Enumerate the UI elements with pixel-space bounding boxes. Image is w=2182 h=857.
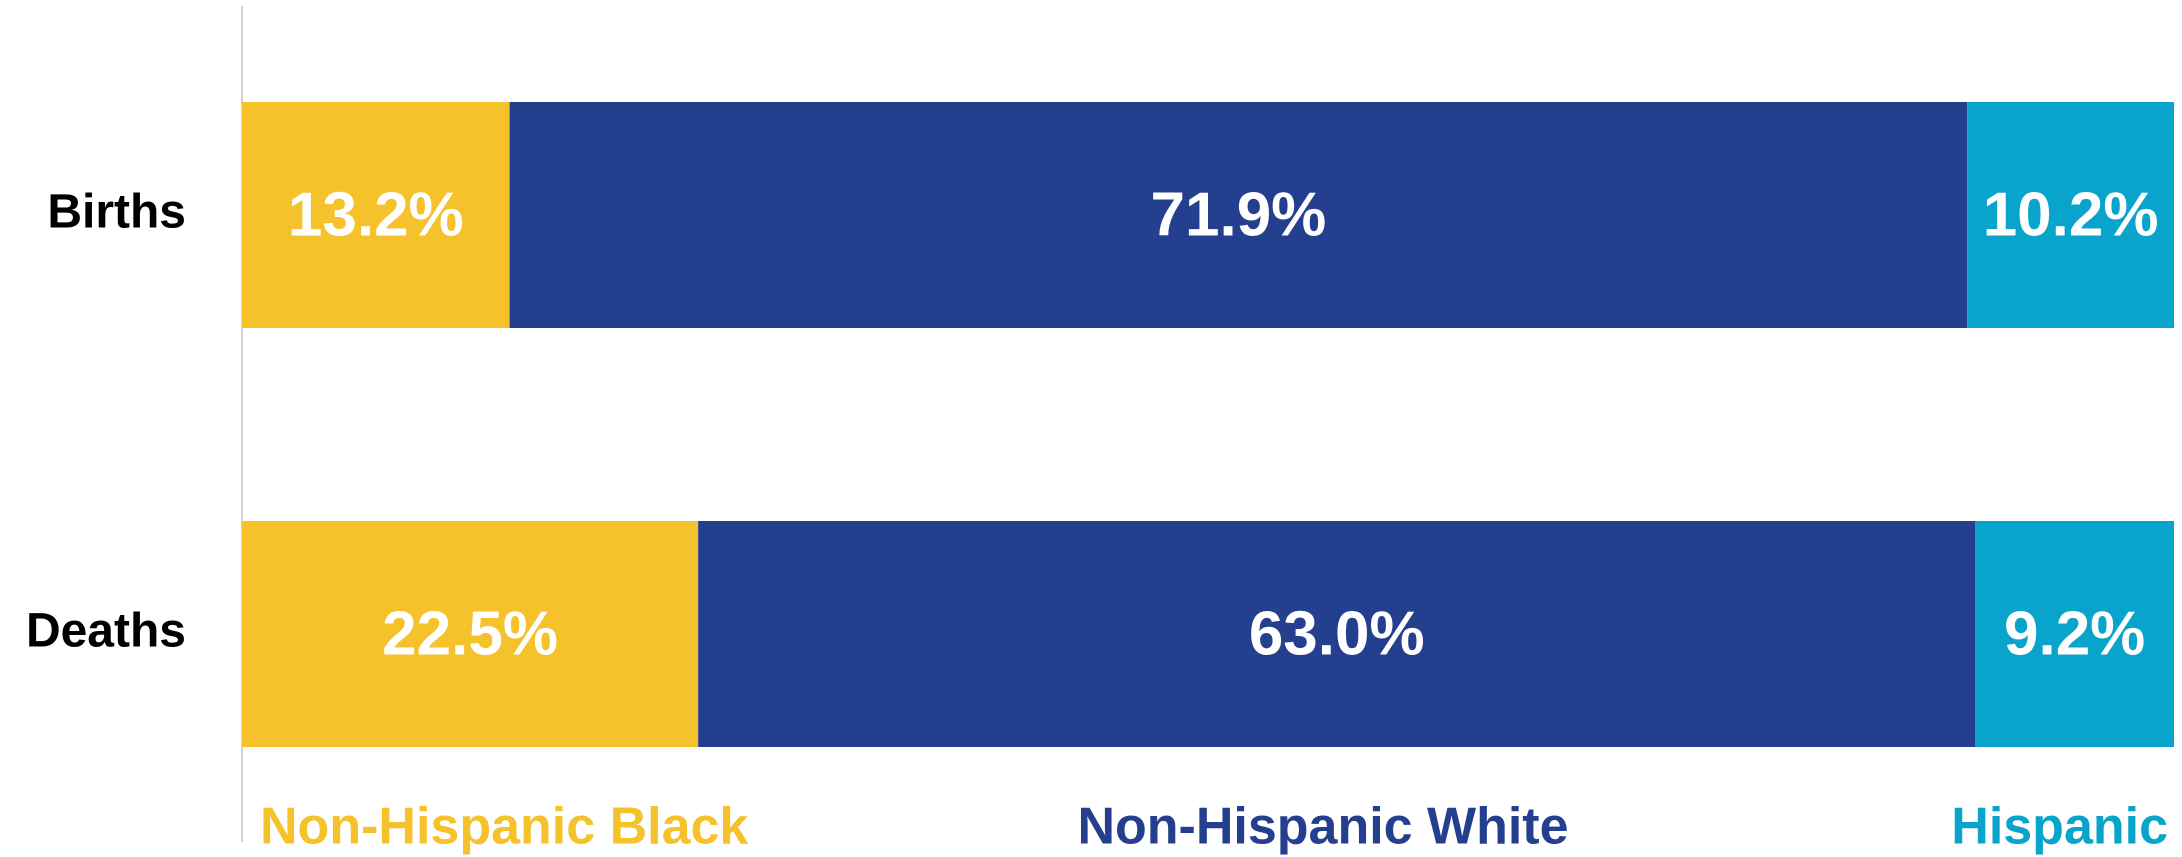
category-labels-group: Births Deaths [26,186,186,658]
data-label-deaths-non-hispanic-black: 22.5% [382,599,558,668]
legend: Non-Hispanic Black Non-Hispanic White Hisp… [260,798,2168,856]
bar-segment-deaths-non-hispanic-black [242,521,699,747]
legend-item-non-hispanic-black: Non-Hispanic Black [260,798,748,856]
bar-segment-deaths-non-hispanic-white [698,521,1976,747]
bar-segment-deaths-hispanic [1975,521,2174,747]
bars-group: 13.2% 71.9% 10.2% 22.5% 63.0% 9.2% [242,102,2174,747]
bar-segment-births-hispanic [1967,102,2174,328]
data-label-births-non-hispanic-black: 13.2% [288,180,464,249]
data-label-deaths-hispanic: 9.2% [2004,599,2145,668]
bar-segment-births-non-hispanic-black [242,102,510,328]
data-label-births-non-hispanic-white: 71.9% [1151,180,1327,249]
bar-segment-births-non-hispanic-white [509,102,1968,328]
data-label-births-hispanic: 10.2% [1983,180,2159,249]
legend-item-non-hispanic-white: Non-Hispanic White [1077,798,1568,856]
category-label-births: Births [47,186,186,239]
category-label-deaths: Deaths [26,605,186,658]
data-label-deaths-non-hispanic-white: 63.0% [1249,599,1425,668]
legend-item-hispanic: Hispanic [1951,798,2168,856]
